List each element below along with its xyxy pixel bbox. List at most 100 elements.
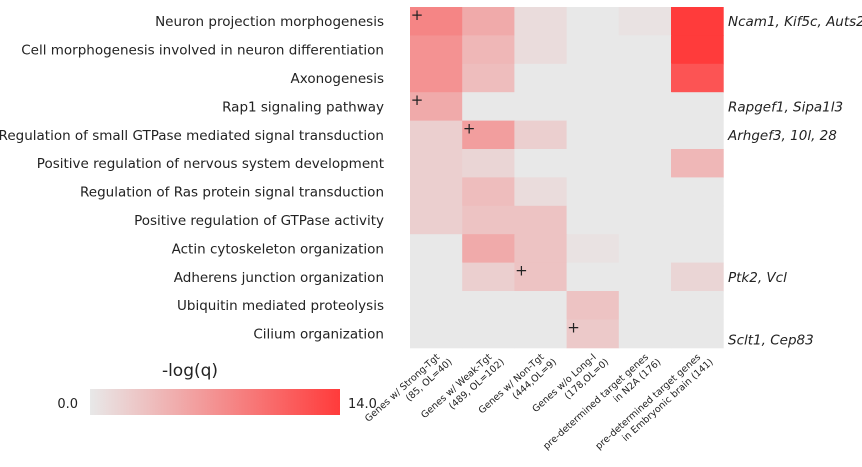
heat-cell xyxy=(410,120,463,150)
colorbar xyxy=(90,389,340,415)
heat-cell xyxy=(462,149,515,178)
gene-note: Sclt1, Cep83 xyxy=(728,333,814,349)
heat-cell xyxy=(514,7,568,36)
heat-cell xyxy=(566,92,620,122)
significance-mark: + xyxy=(411,91,424,109)
heat-cell xyxy=(566,234,620,264)
colorbar-tick-label: 0.0 xyxy=(57,397,78,412)
heat-cell xyxy=(410,319,463,349)
heat-cell xyxy=(618,7,672,36)
row-label: Rap1 signaling pathway xyxy=(222,99,384,115)
heat-cell xyxy=(671,205,724,235)
row-label: Regulation of Ras protein signal transdu… xyxy=(80,185,384,201)
heat-cell xyxy=(514,120,568,150)
row-label: Cilium organization xyxy=(253,327,384,343)
heat-cell xyxy=(410,92,463,122)
gene-note: Rapgef1, Sipa1l3 xyxy=(728,99,843,115)
heat-cell xyxy=(566,7,620,36)
heat-cell xyxy=(462,319,515,349)
heat-cell xyxy=(514,319,568,349)
heat-cell xyxy=(618,35,672,65)
row-label: Actin cytoskeleton organization xyxy=(172,241,384,257)
heat-cell xyxy=(462,7,515,36)
significance-mark: + xyxy=(567,318,580,336)
heat-cell xyxy=(514,92,568,122)
heat-cell xyxy=(566,177,620,207)
heat-cell xyxy=(671,177,724,207)
heat-cell xyxy=(618,120,672,150)
heat-cell xyxy=(618,205,672,235)
heat-cell xyxy=(514,234,568,264)
heat-cell xyxy=(566,205,620,235)
heat-cell xyxy=(671,63,724,93)
heat-cell xyxy=(514,205,568,235)
heat-cell xyxy=(410,262,463,292)
row-label: Cell morphogenesis involved in neuron di… xyxy=(21,43,384,59)
significance-mark: + xyxy=(463,120,476,138)
heat-cell xyxy=(462,92,515,122)
heat-cell xyxy=(671,92,724,122)
heat-cell xyxy=(618,319,672,349)
significance-mark: + xyxy=(515,262,528,280)
heat-cell xyxy=(671,291,724,320)
heat-cell xyxy=(514,262,568,292)
heat-cell xyxy=(410,7,463,36)
heat-cell xyxy=(671,7,724,36)
row-label: Adherens junction organization xyxy=(174,270,384,286)
heat-cell xyxy=(566,319,620,349)
row-label: Axonogenesis xyxy=(291,71,384,87)
heat-cell xyxy=(618,63,672,93)
heat-cell xyxy=(618,291,672,320)
heat-cell xyxy=(618,262,672,292)
row-label: Ubiquitin mediated proteolysis xyxy=(177,298,384,314)
colorbar-title: -log(q) xyxy=(162,361,218,381)
heat-cell xyxy=(514,149,568,178)
heat-cell xyxy=(514,177,568,207)
heat-cell xyxy=(410,149,463,178)
heat-cell xyxy=(462,262,515,292)
heat-cell xyxy=(566,120,620,150)
heat-cell xyxy=(671,35,724,65)
heat-cell xyxy=(514,63,568,93)
heat-cell xyxy=(671,262,724,292)
row-label: Regulation of small GTPase mediated sign… xyxy=(0,128,384,144)
gene-note: Ncam1, Kif5c, Auts2 xyxy=(728,14,862,30)
gene-note: Arhgef3, 10l, 28 xyxy=(727,128,837,144)
heat-cell xyxy=(618,234,672,264)
heat-cell xyxy=(410,234,463,264)
heat-cell xyxy=(410,205,463,235)
heat-cell xyxy=(618,149,672,178)
heat-cell xyxy=(618,92,672,122)
heat-cell xyxy=(671,149,724,178)
heat-cell xyxy=(671,319,724,349)
heat-cell xyxy=(514,35,568,65)
heat-cell xyxy=(566,291,620,320)
colorbar-tick-label: 14.0 xyxy=(348,397,377,412)
heat-cell xyxy=(566,262,620,292)
heat-cell xyxy=(566,63,620,93)
heat-cell xyxy=(462,63,515,93)
heat-cell xyxy=(410,291,463,320)
heat-cell xyxy=(671,234,724,264)
heat-cell xyxy=(566,149,620,178)
heat-cell xyxy=(462,177,515,207)
significance-mark: + xyxy=(411,6,424,24)
heat-cell xyxy=(671,120,724,150)
row-label: Positive regulation of GTPase activity xyxy=(134,213,384,229)
heat-cell xyxy=(514,291,568,320)
heat-cell xyxy=(566,35,620,65)
gene-note: Ptk2, Vcl xyxy=(728,270,787,286)
heat-cell xyxy=(462,291,515,320)
heat-cell xyxy=(410,177,463,207)
column-label: Genes w/ Strong-Tgt(85, OL=40) xyxy=(363,352,455,425)
heat-cell xyxy=(462,205,515,235)
heat-cell xyxy=(462,35,515,65)
heat-cell xyxy=(462,120,515,150)
heat-cell xyxy=(410,35,463,65)
row-label: Neuron projection morphogenesis xyxy=(155,14,384,30)
heat-cell xyxy=(618,177,672,207)
heat-cell xyxy=(462,234,515,264)
heat-cell xyxy=(410,63,463,93)
row-label: Positive regulation of nervous system de… xyxy=(37,156,384,172)
